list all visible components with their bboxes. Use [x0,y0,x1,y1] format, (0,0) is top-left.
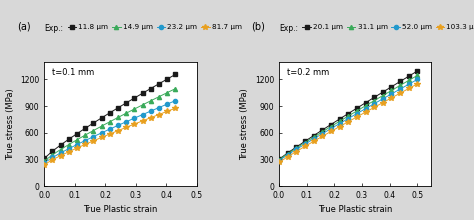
Text: Exp.:: Exp.: [44,24,63,33]
X-axis label: True Plastic strain: True Plastic strain [318,205,392,214]
Text: Exp.:: Exp.: [279,24,298,33]
X-axis label: True Plastic strain: True Plastic strain [83,205,158,214]
Y-axis label: True stress (MPa): True stress (MPa) [6,88,15,160]
Legend: 11.8 μm, 14.9 μm, 23.2 μm, 81.7 μm: 11.8 μm, 14.9 μm, 23.2 μm, 81.7 μm [68,24,242,30]
Text: t=0.2 mm: t=0.2 mm [286,68,329,77]
Text: t=0.1 mm: t=0.1 mm [52,68,94,77]
Legend: 20.1 μm, 31.1 μm, 52.0 μm, 103.3 μm: 20.1 μm, 31.1 μm, 52.0 μm, 103.3 μm [302,24,474,30]
Y-axis label: True stress (MPa): True stress (MPa) [240,88,249,160]
Text: (b): (b) [252,22,265,32]
Text: (a): (a) [17,22,30,32]
